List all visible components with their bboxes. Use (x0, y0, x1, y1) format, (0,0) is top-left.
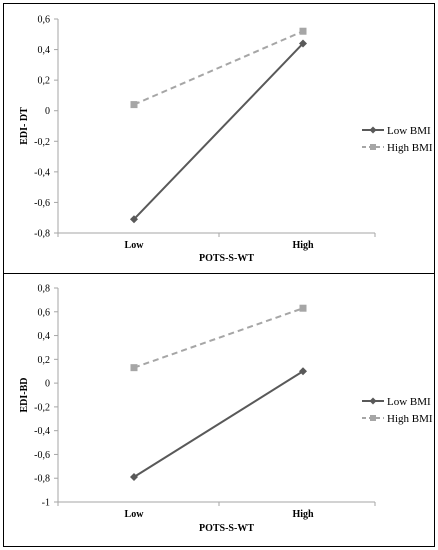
y-tick-label: 0 (45, 379, 50, 390)
y-axis-label: EDI-BD (19, 377, 30, 412)
y-tick-label: -0,6 (34, 450, 50, 461)
legend-label-high-bmi: High BMI (387, 413, 433, 425)
point-low-bmi (299, 39, 307, 48)
x-tick-label-high: High (292, 240, 314, 251)
y-tick-label: 0,4 (38, 331, 51, 342)
chart-edi-dt: -0,8 -0,6 -0,4 -0,2 0 0,2 0,4 0,6 Low High POTS-S-… (19, 15, 433, 265)
y-tick-label: -0,2 (34, 137, 50, 148)
y-tick-label: -1 (42, 498, 50, 509)
y-tick-label: 0 (45, 106, 50, 117)
point-high-bmi (299, 27, 307, 35)
y-tick-label: -0,4 (34, 426, 50, 437)
x-tick-label-low: Low (125, 240, 145, 251)
legend-marker-low-bmi (369, 397, 377, 405)
point-high-bmi (130, 364, 138, 372)
y-tick-label: 0,6 (38, 15, 51, 26)
y-tick-label: -0,8 (34, 474, 50, 485)
panel-border-bottom (3, 273, 435, 547)
y-tick-label: 0,2 (38, 355, 51, 366)
y-tick-label: 0,4 (38, 45, 51, 56)
legend: Low BMI High BMI (362, 125, 433, 154)
legend-marker-high-bmi (370, 144, 376, 150)
y-tick-label: 0,2 (38, 76, 51, 87)
point-high-bmi (130, 101, 138, 109)
point-low-bmi (299, 367, 307, 376)
panel-border-top (3, 3, 435, 274)
point-low-bmi (130, 215, 138, 224)
series-line-low-bmi (133, 370, 304, 478)
y-axis-label: EDI- DT (19, 107, 30, 145)
y-tick-label: -0,2 (34, 402, 50, 413)
y-tick-label: 0,8 (38, 284, 51, 295)
x-tick-label-high: High (292, 509, 314, 520)
legend-marker-low-bmi (369, 126, 377, 134)
series-line-low-bmi (133, 42, 304, 220)
series-line-high-bmi (133, 30, 304, 106)
legend-label-low-bmi: Low BMI (387, 396, 431, 408)
y-tick-label: -0,6 (34, 198, 50, 209)
y-tick-label: 0,6 (38, 307, 51, 318)
x-axis-label: POTS-S-WT (199, 253, 254, 264)
point-high-bmi (299, 304, 307, 312)
x-axis-label: POTS-S-WT (199, 523, 254, 534)
y-tick-label: -0,8 (34, 229, 50, 240)
point-low-bmi (130, 473, 138, 482)
y-tick-label: -0,4 (34, 167, 50, 178)
chart-edi-bd: -1 -0,8 -0,6 -0,4 -0,2 0 0,2 0,4 0,6 0,8 Low High PO… (19, 284, 433, 535)
legend-label-high-bmi: High BMI (387, 142, 433, 154)
legend: Low BMI High BMI (362, 396, 433, 425)
legend-marker-high-bmi (370, 415, 376, 421)
legend-label-low-bmi: Low BMI (387, 125, 431, 137)
x-tick-label-low: Low (125, 509, 145, 520)
